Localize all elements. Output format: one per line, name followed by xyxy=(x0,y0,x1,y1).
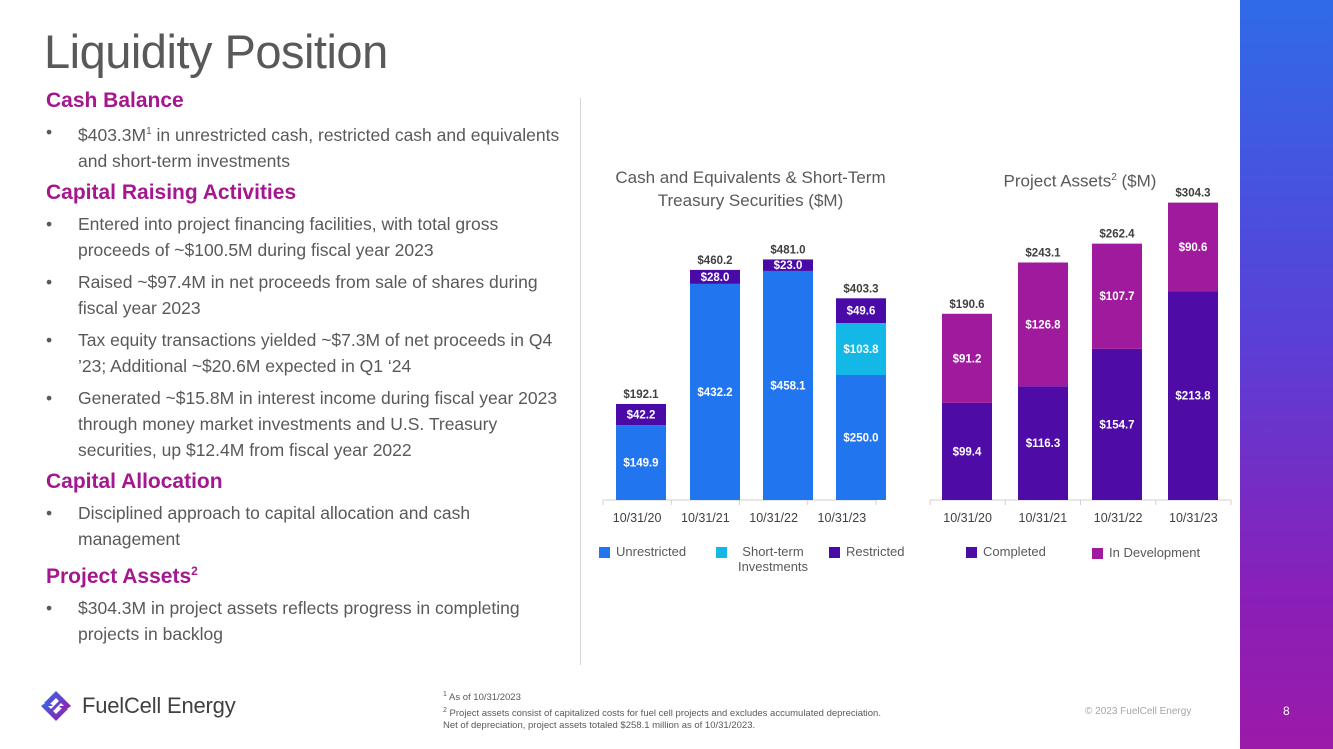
legend-swatch xyxy=(966,547,977,558)
chart1-total-label: $192.1 xyxy=(623,389,659,401)
chart1-bar-label: $103.8 xyxy=(843,344,879,356)
chart2-bar-label: $107.7 xyxy=(1099,291,1134,303)
heading-capital-raising: Capital Raising Activities xyxy=(46,180,297,204)
chart2-bar-completed xyxy=(1092,348,1142,500)
logo-text: FuelCell Energy xyxy=(82,693,236,718)
chart2-bar-in-development xyxy=(1018,262,1068,387)
chart1-bar-unrestricted xyxy=(763,270,813,500)
chart2-bar-label: $154.7 xyxy=(1099,419,1134,431)
chart2-total-label: $190.6 xyxy=(949,299,984,311)
chart1-bar-restricted xyxy=(763,259,813,271)
footnote-2-cont: Net of depreciation, project assets tota… xyxy=(443,720,756,732)
bullet-project-assets: $304.3M in project assets reflects progr… xyxy=(46,595,566,647)
page-number: 8 xyxy=(1283,704,1290,718)
chart1-legend-restricted: Restricted xyxy=(829,544,905,559)
chart1-bar-short-term-investments xyxy=(836,323,886,375)
chart2-bar-in-development xyxy=(1168,202,1218,292)
chart2-category-label: 10/31/22 xyxy=(1094,511,1143,525)
chart1-bar-label: $49.6 xyxy=(847,306,876,318)
chart1-bar-restricted xyxy=(690,269,740,284)
copyright: © 2023 FuelCell Energy xyxy=(1085,706,1192,717)
chart1-title: Cash and Equivalents & Short-Term Treasu… xyxy=(615,168,886,210)
chart1-bar-label: $23.0 xyxy=(774,260,803,272)
bullet-project-financing: Entered into project financing facilitie… xyxy=(46,211,566,263)
side-accent-bar xyxy=(1240,0,1333,749)
chart2-bar-in-development xyxy=(942,313,992,403)
chart2-bar-label: $91.2 xyxy=(953,353,982,365)
chart2-bar-in-development xyxy=(1092,243,1142,349)
chart2-bar-label: $213.8 xyxy=(1175,391,1211,403)
bullet-tax-equity: Tax equity transactions yielded ~$7.3M o… xyxy=(46,327,566,379)
chart1-category-label: 10/31/20 xyxy=(613,511,662,525)
chart2-legend-completed: Completed xyxy=(966,544,1046,559)
chart1-bar-unrestricted xyxy=(836,375,886,500)
chart1-legend-unrestricted: Unrestricted xyxy=(599,544,686,559)
chart1-bar-restricted xyxy=(616,403,666,426)
chart2-total-label: $243.1 xyxy=(1025,247,1061,259)
bullet-interest-income: Generated ~$15.8M in interest income dur… xyxy=(46,385,566,463)
chart2-category-label: 10/31/23 xyxy=(1169,511,1218,525)
chart1-total-label: $403.3 xyxy=(843,283,878,295)
legend-swatch xyxy=(716,547,727,558)
chart1-total-label: $481.0 xyxy=(770,244,805,256)
chart1-bar-label: $458.1 xyxy=(770,380,806,392)
left-column: Cash Balance $403.3M1 in unrestricted ca… xyxy=(46,88,566,653)
chart1-bar-label: $28.0 xyxy=(701,272,730,284)
chart1-total-label: $460.2 xyxy=(697,255,732,267)
chart1-bar-label: $250.0 xyxy=(843,433,878,445)
bullet-share-sales: Raised ~$97.4M in net proceeds from sale… xyxy=(46,269,566,321)
chart1-legend-short-term: Short-term Investments xyxy=(716,544,813,574)
chart2-bar-label: $99.4 xyxy=(953,446,982,458)
chart1-bar-label: $432.2 xyxy=(697,387,732,399)
footnotes: 1 As of 10/31/2023 2 Project assets cons… xyxy=(443,689,881,733)
chart2-total-label: $304.3 xyxy=(1175,188,1210,200)
chart2-bar-label: $90.6 xyxy=(1179,242,1208,254)
chart2-bar-completed xyxy=(1018,386,1068,500)
chart1-category-label: 10/31/23 xyxy=(818,511,867,525)
chart1-bar-unrestricted xyxy=(616,425,666,500)
chart2-title: Project Assets2 ($M) xyxy=(1003,171,1157,191)
chart2-total-label: $262.4 xyxy=(1099,229,1135,241)
chart2-legend-in-development: In Development xyxy=(1092,545,1200,560)
heading-capital-allocation: Capital Allocation xyxy=(46,469,223,493)
page-title: Liquidity Position xyxy=(44,25,388,78)
chart2-bar-completed xyxy=(1168,291,1218,500)
heading-project-assets: Project Assets2 xyxy=(46,563,198,588)
chart1-bar-unrestricted xyxy=(690,283,740,500)
column-divider xyxy=(580,98,581,665)
chart2-category-label: 10/31/21 xyxy=(1019,511,1068,525)
company-logo: FuelCell Energy xyxy=(38,688,236,724)
chart2-category-label: 10/31/20 xyxy=(943,511,992,525)
chart1-bar-label: $149.9 xyxy=(623,458,658,470)
heading-cash-balance: Cash Balance xyxy=(46,89,184,112)
chart1-bar-label: $42.2 xyxy=(627,410,656,422)
chart1-category-label: 10/31/22 xyxy=(749,511,798,525)
footnote-1: 1 As of 10/31/2023 xyxy=(443,691,521,704)
chart2-bar-label: $116.3 xyxy=(1026,438,1061,450)
chart1-bar-restricted xyxy=(836,298,886,324)
chart2-bar-label: $126.8 xyxy=(1025,319,1061,331)
legend-swatch xyxy=(829,547,840,558)
fuelcell-logo-icon xyxy=(41,691,71,721)
bullet-cash-balance: $403.3M1 in unrestricted cash, restricte… xyxy=(46,119,566,174)
chart1-category-label: 10/31/21 xyxy=(681,511,730,525)
legend-swatch xyxy=(599,547,610,558)
chart2-bar-completed xyxy=(942,402,992,500)
legend-swatch xyxy=(1092,548,1103,559)
footnote-2: 2 Project assets consist of capitalized … xyxy=(443,706,881,719)
bullet-capital-allocation: Disciplined approach to capital allocati… xyxy=(46,500,566,552)
